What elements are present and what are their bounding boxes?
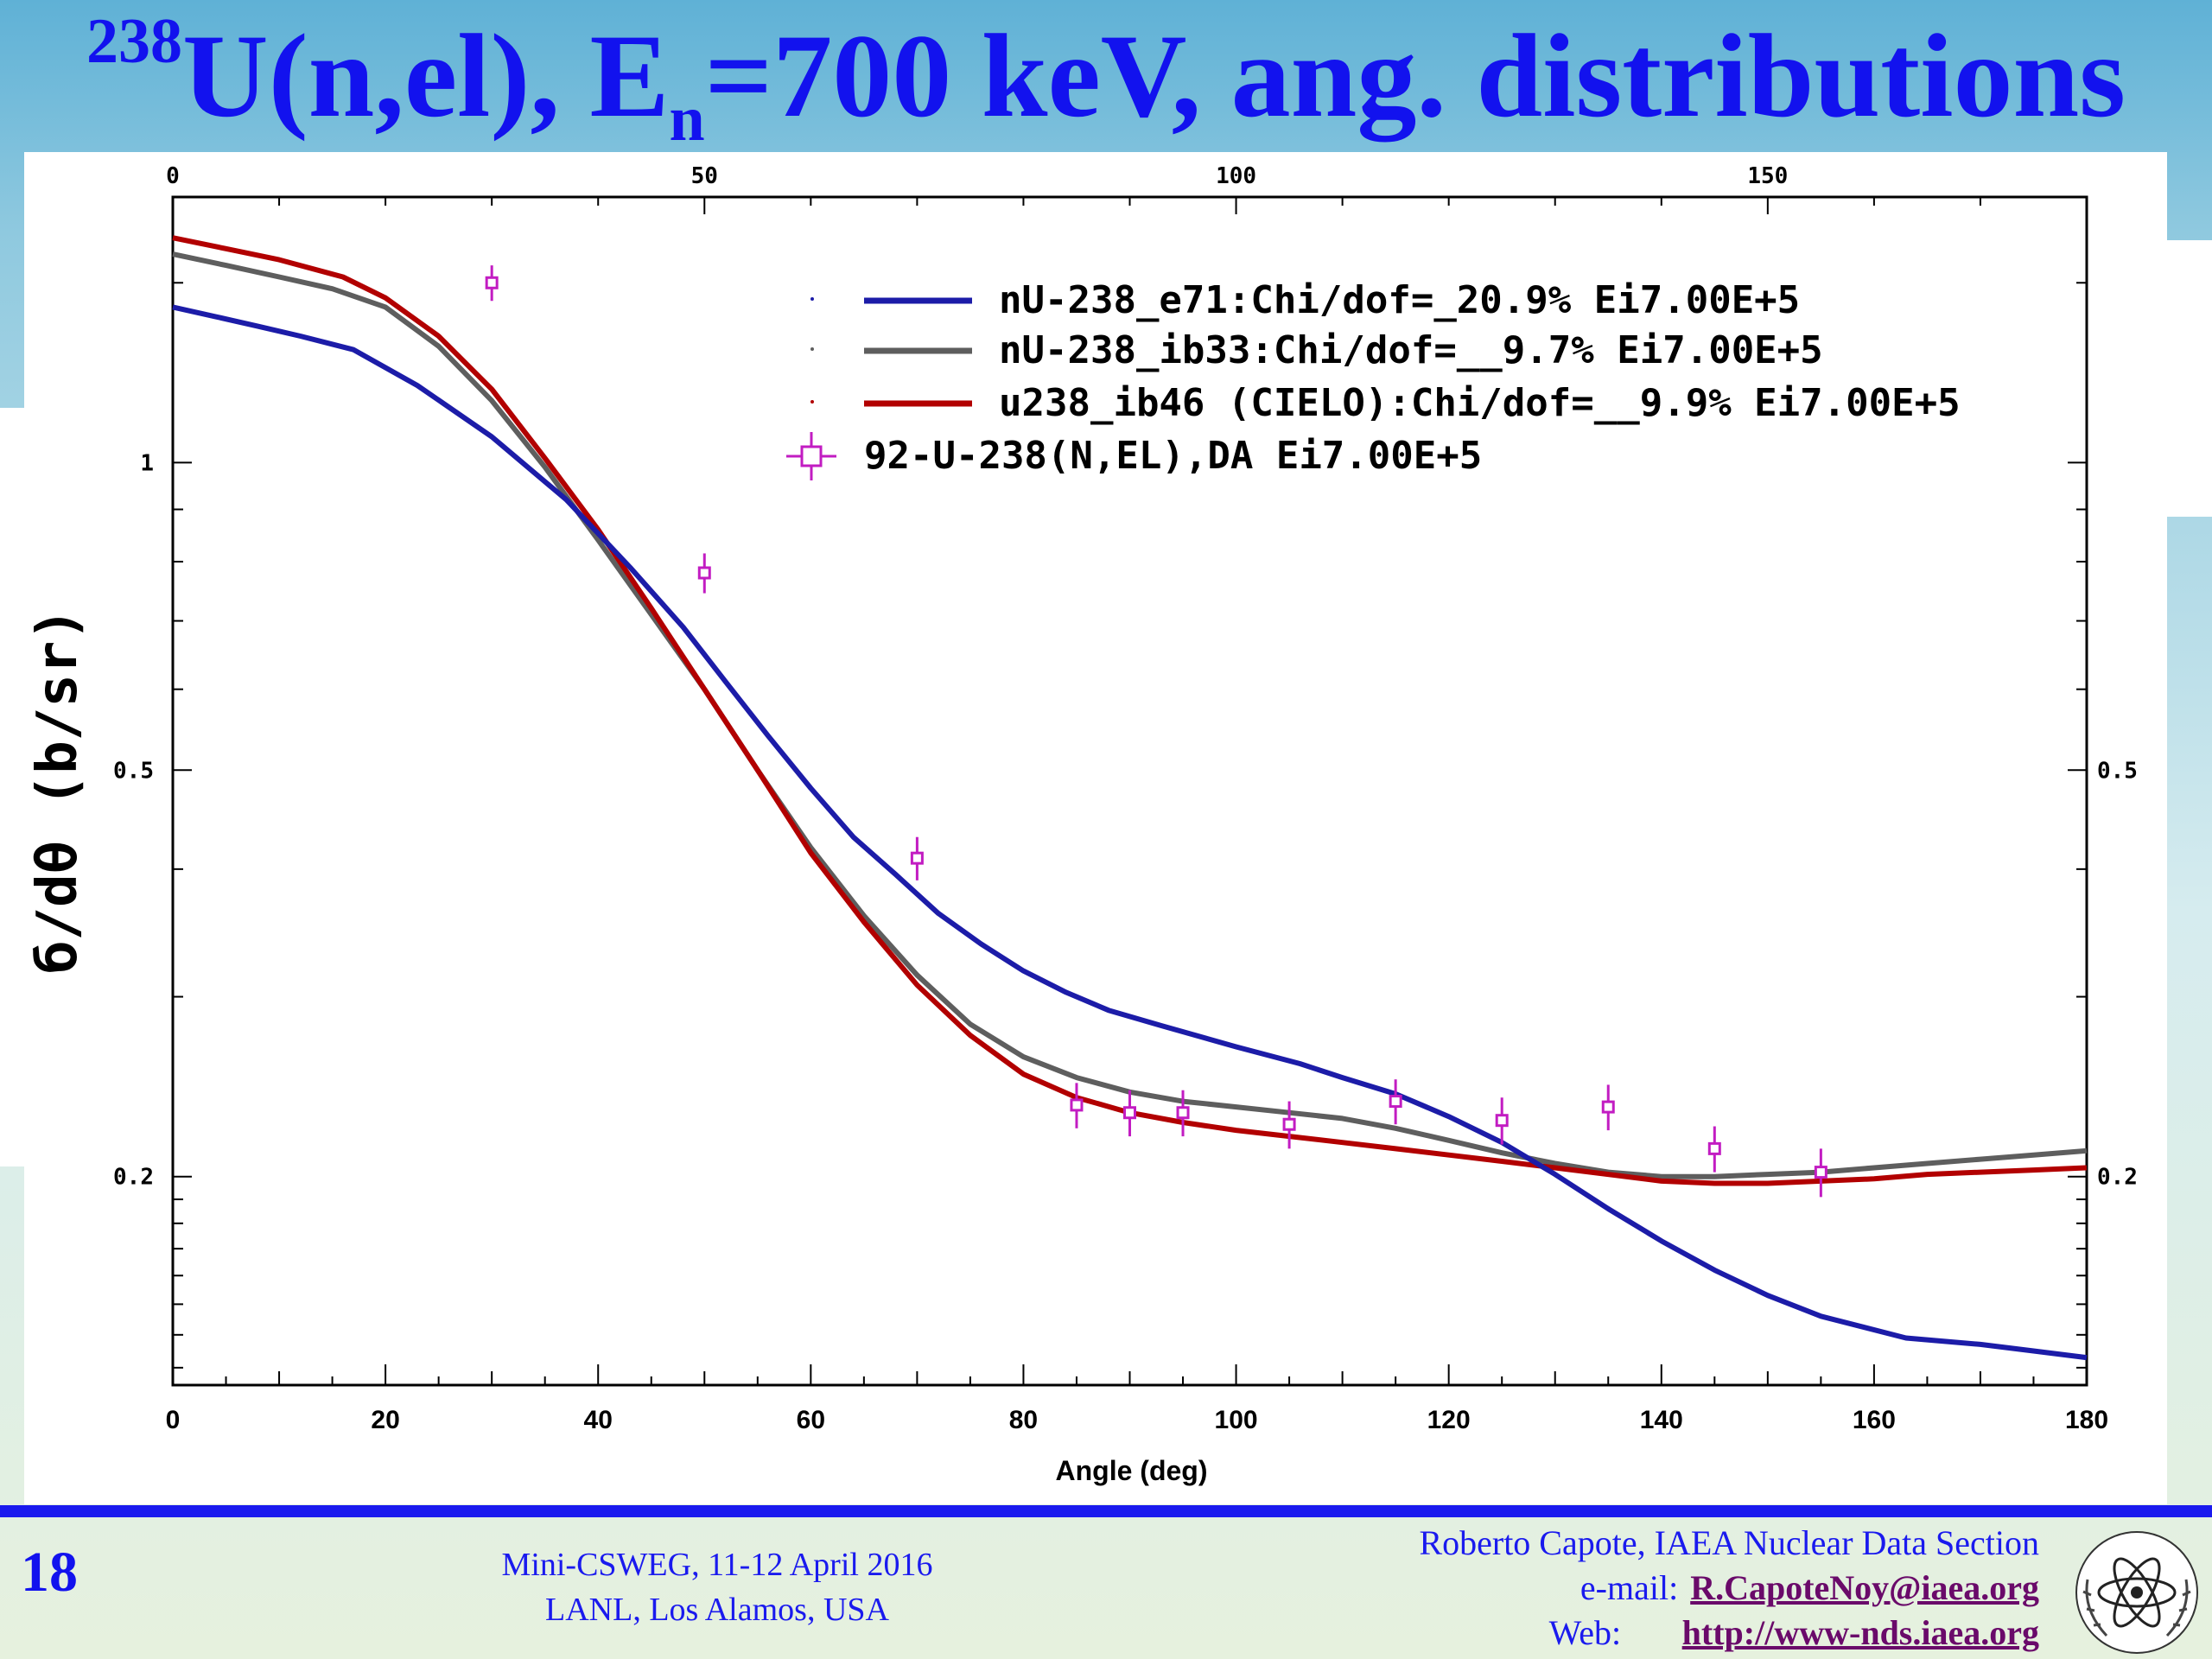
top-x-tick-label: 100 bbox=[1216, 163, 1256, 189]
y-axis-label: б/dθ (b/sr) bbox=[26, 607, 90, 974]
author: Roberto Capote, IAEA Nuclear Data Sectio… bbox=[1419, 1523, 2039, 1562]
top-x-tick-label: 150 bbox=[1747, 163, 1788, 189]
top-x-tick-label: 50 bbox=[691, 163, 718, 189]
axis-labels: 0 20 40 60 80 100 120 140 160 180 0 50 100 150 1 0.5 0.2… bbox=[26, 163, 2138, 1486]
data-point bbox=[697, 553, 711, 594]
right-y-tick-label: 0.5 bbox=[2097, 758, 2138, 784]
footer-contact: Roberto Capote, IAEA Nuclear Data Sectio… bbox=[1313, 1521, 2039, 1656]
footer-rule bbox=[0, 1505, 2212, 1517]
legend-label: nU-238_e71:Chi/dof=_20.9% Ei7.00E+5 bbox=[999, 278, 1800, 322]
data-point bbox=[1814, 1148, 1827, 1198]
data-marker bbox=[1176, 1106, 1190, 1120]
data-marker bbox=[1123, 1106, 1136, 1120]
email-label: e-mail: bbox=[1580, 1568, 1679, 1607]
series-line bbox=[172, 235, 2088, 1186]
web-link[interactable]: http://www-nds.iaea.org bbox=[1681, 1613, 2039, 1652]
web-label: Web: bbox=[1548, 1613, 1622, 1652]
data-marker bbox=[1495, 1114, 1509, 1128]
title-main: U(n,el), E bbox=[182, 10, 670, 142]
series-line bbox=[172, 304, 2088, 1361]
legend-label: u238_ib46 (CIELO):Chi/dof=__9.9% Ei7.00E… bbox=[999, 381, 1961, 425]
x-tick-label: 60 bbox=[797, 1406, 825, 1434]
plot-area bbox=[171, 195, 2088, 1387]
meeting-name: Mini-CSWEG, 11-12 April 2016 bbox=[501, 1547, 933, 1583]
legend-marker bbox=[800, 445, 823, 467]
page-number: 18 bbox=[21, 1541, 78, 1604]
axis-ticks bbox=[172, 197, 2088, 1385]
data-marker bbox=[697, 566, 711, 580]
legend-label: 92-U-238(N,EL),DA Ei7.00E+5 bbox=[864, 434, 1482, 478]
x-tick-label: 40 bbox=[584, 1406, 613, 1434]
legend-panel bbox=[2134, 240, 2212, 517]
data-marker bbox=[1389, 1095, 1402, 1109]
slide-title: 238U(n,el), En=700 keV, ang. distributio… bbox=[0, 0, 2212, 152]
footer-center: Mini-CSWEG, 11-12 April 2016 LANL, Los A… bbox=[432, 1542, 1002, 1632]
y-tick-label: 0.2 bbox=[113, 1165, 154, 1191]
data-marker bbox=[1070, 1098, 1084, 1112]
x-tick-label: 180 bbox=[2065, 1406, 2108, 1434]
y-tick-label: 1 bbox=[140, 450, 154, 476]
data-marker bbox=[1707, 1141, 1721, 1155]
data-point bbox=[1601, 1084, 1615, 1131]
title-subscript: n bbox=[669, 84, 705, 155]
title-tail: =700 keV, ang. distributions bbox=[704, 10, 2126, 142]
legend-dot bbox=[810, 400, 814, 404]
chart: nU-238_e71:Chi/dof=_20.9% Ei7.00E+5 nU-23… bbox=[26, 163, 2138, 1486]
data-point bbox=[1176, 1090, 1190, 1137]
plot-frame bbox=[171, 195, 2088, 1387]
web-row: Web: http://www-nds.iaea.org bbox=[1313, 1611, 2039, 1656]
right-y-tick-label: 0.2 bbox=[2097, 1165, 2138, 1191]
x-tick-label: 140 bbox=[1640, 1406, 1683, 1434]
meeting-place: LANL, Los Alamos, USA bbox=[545, 1592, 889, 1628]
data-point bbox=[910, 836, 924, 880]
data-point bbox=[1707, 1126, 1721, 1173]
data-point bbox=[1123, 1090, 1136, 1137]
data-marker bbox=[485, 276, 499, 289]
legend-dot bbox=[810, 347, 814, 351]
ylabel-panel bbox=[0, 408, 28, 1166]
x-tick-label: 100 bbox=[1215, 1406, 1258, 1434]
x-tick-label: 80 bbox=[1009, 1406, 1038, 1434]
legend: nU-238_e71:Chi/dof=_20.9% Ei7.00E+5 nU-23… bbox=[786, 278, 1961, 480]
x-tick-label: 0 bbox=[166, 1406, 181, 1434]
x-axis-label: Angle (deg) bbox=[1056, 1455, 1208, 1486]
x-tick-label: 160 bbox=[1853, 1406, 1896, 1434]
plot-panel bbox=[24, 152, 2167, 1504]
email-row: e-mail: R.CapoteNoy@iaea.org bbox=[1313, 1566, 2039, 1611]
iaea-atom-logo-icon bbox=[2075, 1531, 2198, 1654]
top-x-tick-label: 0 bbox=[166, 163, 180, 189]
data-marker bbox=[1814, 1166, 1827, 1179]
series-layer bbox=[172, 235, 2088, 1361]
data-point bbox=[1070, 1083, 1084, 1128]
y-tick-label: 0.5 bbox=[113, 758, 154, 784]
email-link[interactable]: R.CapoteNoy@iaea.org bbox=[1690, 1568, 2039, 1607]
legend-label: nU-238_ib33:Chi/dof=__9.7% Ei7.00E+5 bbox=[999, 328, 1823, 372]
data-point bbox=[1495, 1097, 1509, 1145]
data-marker bbox=[1282, 1117, 1296, 1131]
title-superscript: 238 bbox=[86, 6, 183, 77]
author-row: Roberto Capote, IAEA Nuclear Data Sectio… bbox=[1313, 1521, 2039, 1566]
data-point bbox=[1282, 1101, 1296, 1149]
data-point bbox=[1389, 1079, 1402, 1125]
x-tick-label: 120 bbox=[1427, 1406, 1471, 1434]
data-marker bbox=[910, 851, 924, 865]
x-tick-label: 20 bbox=[371, 1406, 399, 1434]
data-marker bbox=[1601, 1100, 1615, 1114]
legend-dot bbox=[810, 297, 814, 301]
data-point bbox=[485, 265, 499, 302]
